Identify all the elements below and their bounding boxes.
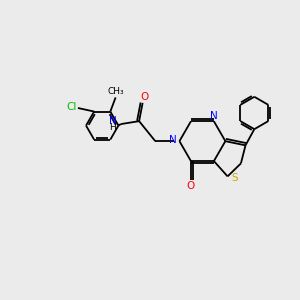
Text: O: O xyxy=(187,182,195,191)
Text: N: N xyxy=(169,135,177,145)
Text: CH₃: CH₃ xyxy=(107,87,124,96)
Text: Cl: Cl xyxy=(66,101,76,112)
Text: N: N xyxy=(109,116,116,126)
Text: H: H xyxy=(109,123,116,132)
Text: N: N xyxy=(210,111,218,121)
Text: O: O xyxy=(140,92,148,102)
Text: S: S xyxy=(232,173,238,183)
